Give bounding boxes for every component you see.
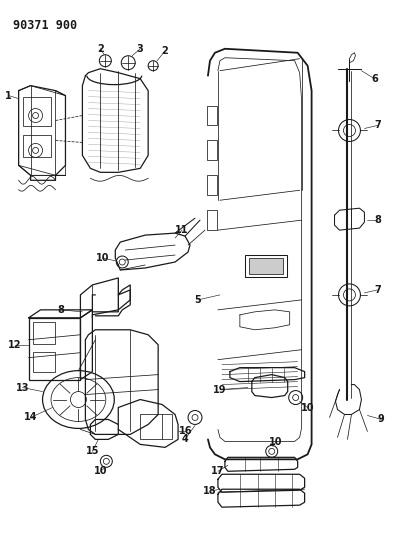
Text: 5: 5 xyxy=(195,295,201,305)
Text: 7: 7 xyxy=(374,285,381,295)
Text: 3: 3 xyxy=(137,44,144,54)
Text: 19: 19 xyxy=(213,385,227,394)
Text: 2: 2 xyxy=(162,46,168,56)
Text: 10: 10 xyxy=(94,466,107,477)
Text: 8: 8 xyxy=(374,215,381,225)
Text: 14: 14 xyxy=(24,413,37,423)
Bar xyxy=(207,175,217,195)
Text: 1: 1 xyxy=(5,91,12,101)
Text: 90371 900: 90371 900 xyxy=(13,19,77,32)
Bar xyxy=(29,318,81,379)
Bar xyxy=(207,106,217,125)
Text: 10: 10 xyxy=(301,402,314,413)
Text: 12: 12 xyxy=(8,340,21,350)
Text: 7: 7 xyxy=(374,120,381,131)
Text: 9: 9 xyxy=(378,415,385,424)
Bar xyxy=(207,210,217,230)
Text: 2: 2 xyxy=(97,44,104,54)
Bar xyxy=(140,415,172,439)
Bar xyxy=(23,96,50,126)
Bar xyxy=(33,352,54,372)
Text: 8: 8 xyxy=(57,305,64,315)
Text: 13: 13 xyxy=(16,383,29,393)
Text: 10: 10 xyxy=(269,438,283,447)
Text: 15: 15 xyxy=(86,446,99,456)
Text: 18: 18 xyxy=(203,486,217,496)
Bar xyxy=(33,322,54,344)
Bar xyxy=(245,255,287,277)
Text: 6: 6 xyxy=(371,74,378,84)
Text: 17: 17 xyxy=(211,466,225,477)
Bar xyxy=(23,135,50,157)
Text: 4: 4 xyxy=(182,434,189,445)
Bar xyxy=(249,258,283,274)
Text: 16: 16 xyxy=(179,426,193,437)
Text: 10: 10 xyxy=(96,253,109,263)
Bar xyxy=(207,140,217,160)
Text: 11: 11 xyxy=(175,225,189,235)
